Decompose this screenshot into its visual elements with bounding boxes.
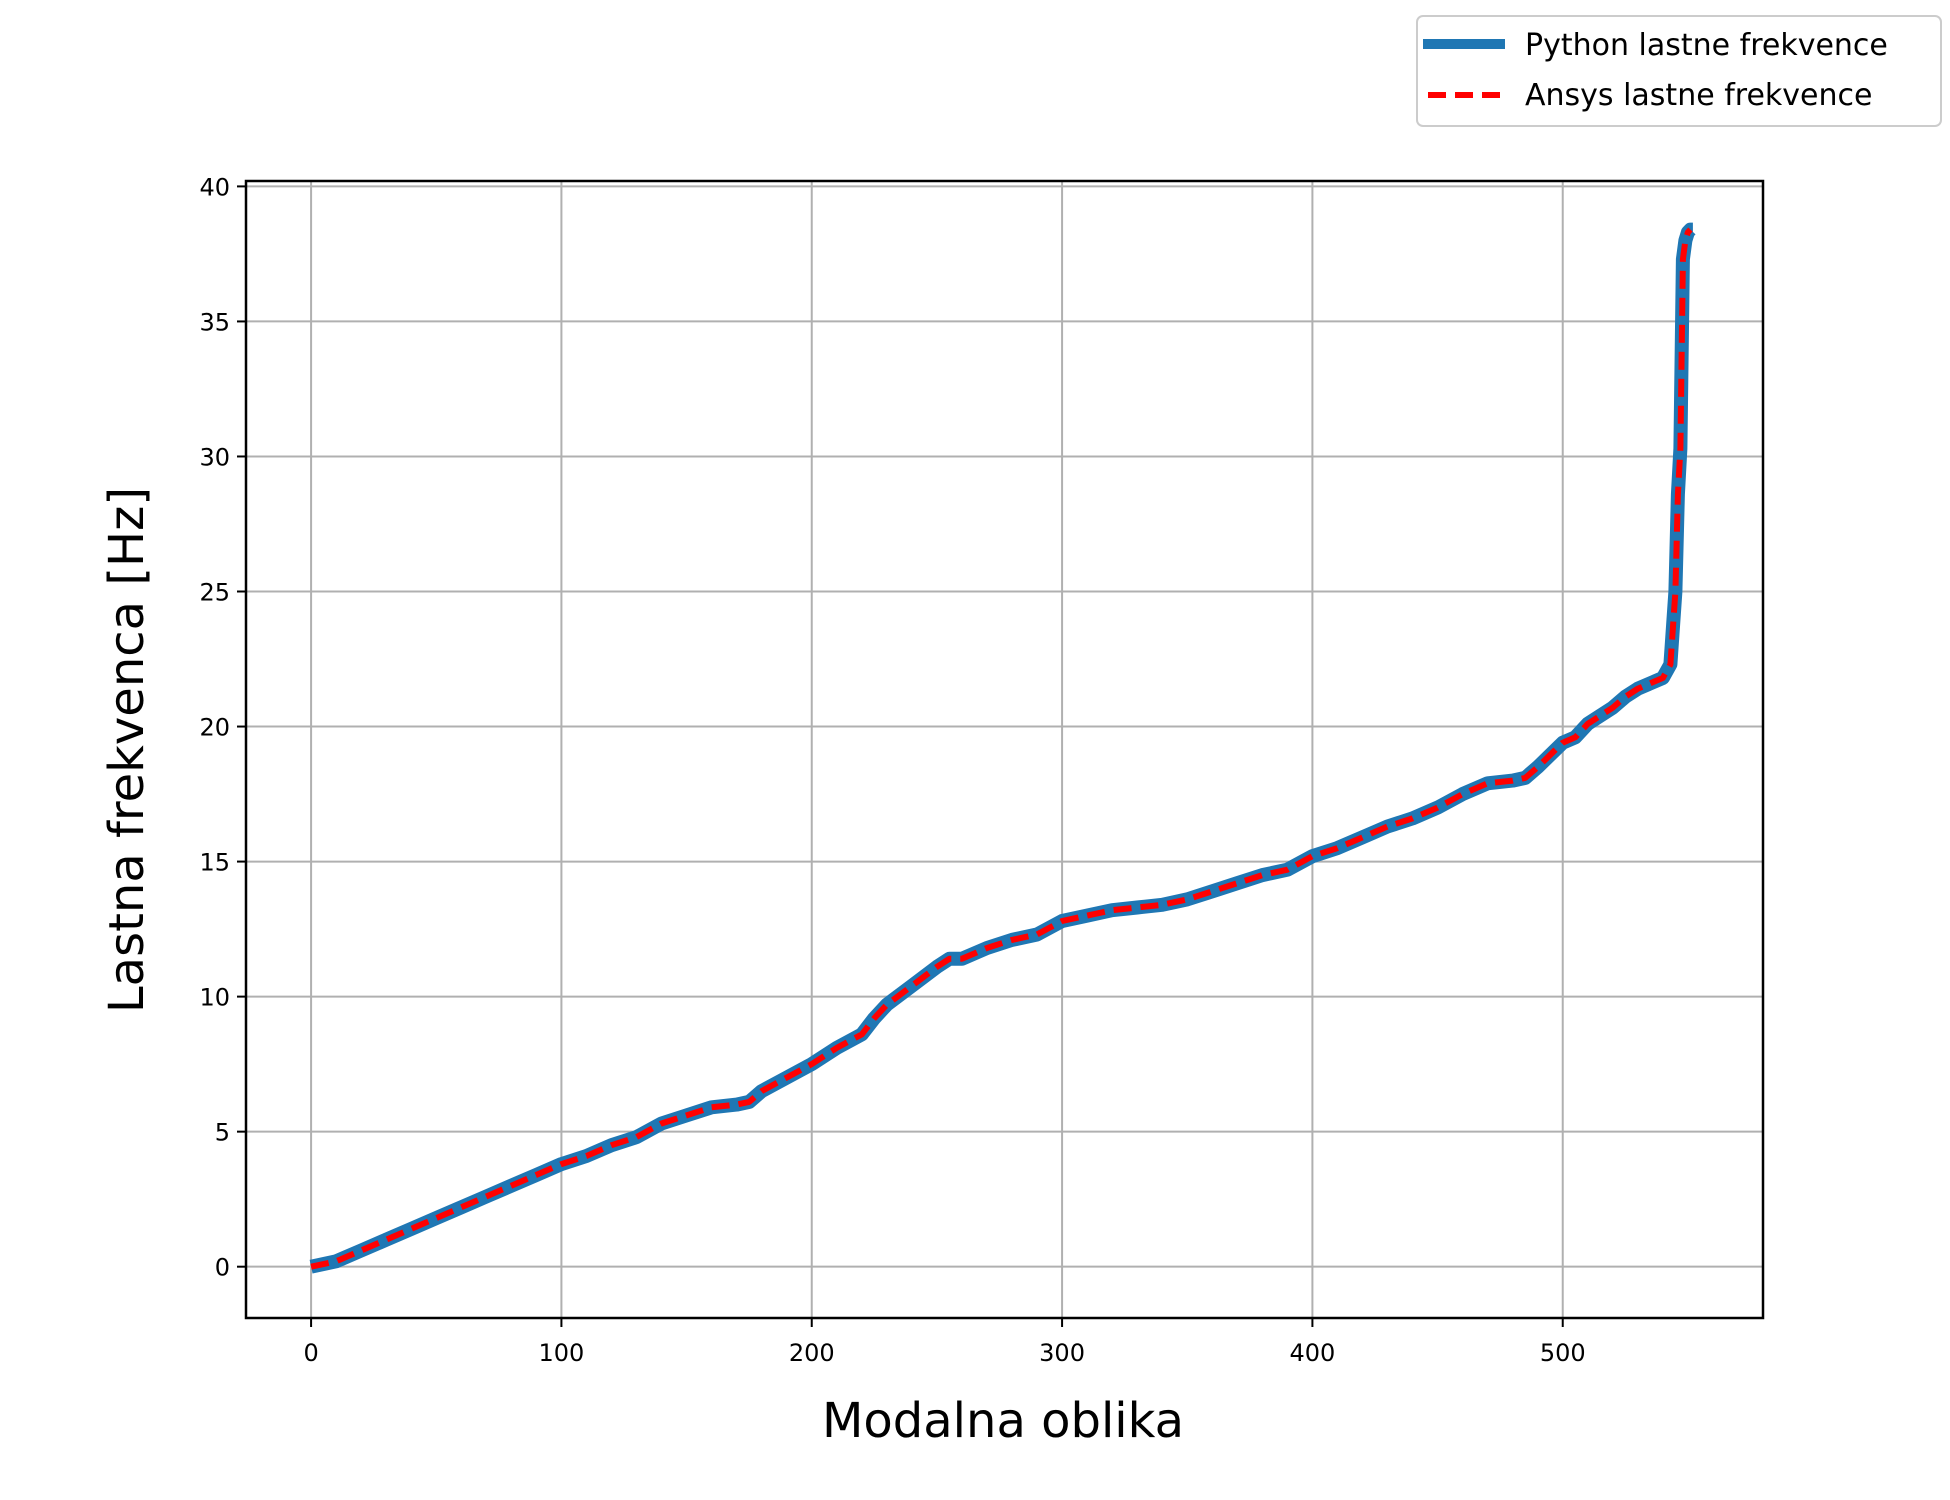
x-tick-label: 100 bbox=[539, 1339, 585, 1367]
y-tick-label: 30 bbox=[199, 443, 230, 471]
x-axis-ticks: 0 100 200 300 400 500 bbox=[303, 1318, 1586, 1367]
ansys-series-line bbox=[310, 227, 1693, 1270]
y-tick-label: 15 bbox=[199, 849, 230, 877]
y-tick-label: 25 bbox=[199, 579, 230, 607]
x-axis-label: Modalna oblika bbox=[822, 1393, 1184, 1449]
y-tick-label: 20 bbox=[199, 714, 230, 742]
x-tick-label: 400 bbox=[1289, 1339, 1335, 1367]
x-tick-label: 300 bbox=[1039, 1339, 1085, 1367]
y-axis-ticks: 0 5 10 15 20 25 30 35 40 bbox=[199, 173, 246, 1282]
plot-area-frame bbox=[244, 179, 1765, 1320]
y-tick-label: 0 bbox=[215, 1254, 230, 1282]
y-tick-label: 5 bbox=[215, 1119, 230, 1147]
x-tick-label: 500 bbox=[1540, 1339, 1586, 1367]
x-tick-label: 200 bbox=[789, 1339, 835, 1367]
grid bbox=[246, 181, 1763, 1318]
y-tick-label: 40 bbox=[199, 173, 230, 201]
legend-ansys-label: Ansys lastne frekvence bbox=[1525, 78, 1872, 113]
y-axis-label: Lastna frekvenca [Hz] bbox=[99, 487, 155, 1013]
series-lines bbox=[309, 222, 1698, 1274]
legend-box bbox=[1416, 15, 1942, 127]
legend-python-label: Python lastne frekvence bbox=[1525, 28, 1888, 63]
y-tick-label: 10 bbox=[199, 984, 230, 1012]
y-tick-label: 35 bbox=[199, 308, 230, 336]
x-tick-label: 0 bbox=[303, 1339, 318, 1367]
python-series-line bbox=[309, 222, 1698, 1274]
legend: Python lastne frekvence Ansys lastne fre… bbox=[1416, 15, 1942, 127]
